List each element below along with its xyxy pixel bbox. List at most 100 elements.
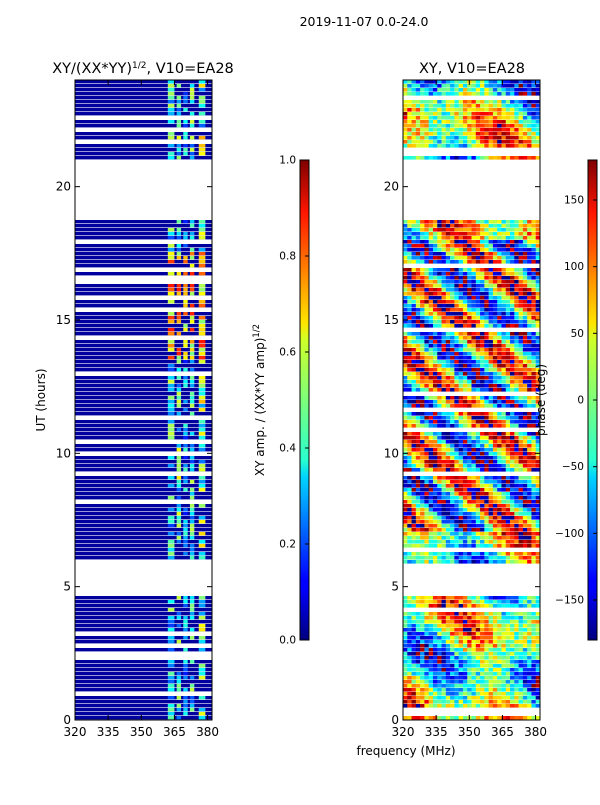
heatmap-row	[75, 424, 212, 428]
heatmap-cell	[467, 300, 472, 304]
heatmap-cell	[522, 228, 528, 232]
heatmap-cell	[420, 620, 425, 624]
heatmap-cell	[407, 220, 412, 224]
heatmap-cell	[407, 520, 412, 524]
heatmap-cell	[415, 88, 421, 92]
heatmap-cell	[531, 700, 537, 704]
heatmap-cell	[403, 636, 408, 640]
heatmap-cell	[189, 536, 195, 540]
heatmap-cell	[522, 644, 528, 648]
heatmap-cell	[480, 268, 485, 272]
heatmap-cell	[535, 524, 540, 528]
heatmap-cell	[475, 696, 481, 700]
heatmap-row	[75, 408, 212, 412]
heatmap-cell	[514, 304, 519, 308]
heatmap-cell	[535, 464, 540, 468]
heatmap-cell	[415, 396, 421, 400]
heatmap-cell	[505, 240, 511, 244]
heatmap-cell	[176, 84, 182, 88]
heatmap-cell	[527, 84, 532, 88]
heatmap-cell	[450, 304, 455, 308]
heatmap-cell	[454, 624, 459, 628]
heatmap-cell	[432, 652, 438, 656]
heatmap-cell	[441, 100, 447, 104]
heatmap-cell	[403, 256, 408, 260]
heatmap-cell	[411, 700, 417, 704]
heatmap-cell	[488, 512, 494, 516]
heatmap-cell	[505, 260, 511, 264]
heatmap-cell	[475, 88, 481, 92]
heatmap-cell	[424, 260, 429, 264]
heatmap-cell	[462, 652, 468, 656]
heatmap-cell	[458, 84, 464, 88]
heatmap-cell	[458, 136, 464, 140]
heatmap-cell	[518, 620, 524, 624]
heatmap-cell	[454, 284, 459, 288]
heatmap-cell	[176, 488, 182, 492]
heatmap-cell	[492, 688, 498, 692]
heatmap-cell	[484, 348, 489, 352]
heatmap-cell	[522, 488, 528, 492]
heatmap-cell	[505, 436, 511, 440]
heatmap-cell	[497, 604, 502, 608]
heatmap-cell	[424, 460, 429, 464]
heatmap-cell	[522, 508, 528, 512]
heatmap-cell	[480, 632, 485, 636]
heatmap-cell	[411, 440, 417, 444]
heatmap-cell	[432, 628, 438, 632]
heatmap-cell	[535, 340, 540, 344]
heatmap-cell	[415, 540, 421, 544]
heatmap-cell	[514, 624, 519, 628]
heatmap-cell	[514, 496, 519, 500]
heatmap-cell	[475, 524, 481, 528]
heatmap-cell	[450, 136, 455, 140]
heatmap-cell	[428, 672, 434, 676]
heatmap-cell	[510, 320, 515, 324]
heatmap-cell	[458, 404, 464, 408]
heatmap-cell	[411, 136, 417, 140]
heatmap-cell	[167, 660, 175, 664]
heatmap-cell	[497, 352, 502, 356]
heatmap-cell	[462, 456, 468, 460]
heatmap-cell	[522, 596, 528, 600]
heatmap-cell	[518, 364, 524, 368]
heatmap-cell	[505, 236, 511, 240]
heatmap-cell	[484, 368, 489, 372]
heatmap-cell	[167, 368, 175, 372]
heatmap-cell	[480, 532, 485, 536]
heatmap-cell	[484, 400, 489, 404]
heatmap-cell	[450, 240, 455, 244]
heatmap-cell	[484, 652, 489, 656]
heatmap-cell	[176, 256, 182, 260]
heatmap-cell	[420, 680, 425, 684]
heatmap-cell	[458, 452, 464, 456]
heatmap-cell	[437, 124, 442, 128]
heatmap-cell	[488, 696, 494, 700]
heatmap-cell	[488, 668, 494, 672]
heatmap-cell	[428, 480, 434, 484]
heatmap-cell	[467, 508, 472, 512]
heatmap-cell	[514, 644, 519, 648]
heatmap-cell	[475, 384, 481, 388]
heatmap-cell	[437, 688, 442, 692]
heatmap-cell	[415, 364, 421, 368]
heatmap-cell	[514, 552, 519, 556]
heatmap-cell	[428, 80, 434, 84]
heatmap-cell	[450, 480, 455, 484]
heatmap-cell	[403, 476, 408, 480]
heatmap-cell	[420, 268, 425, 272]
heatmap-cell	[189, 220, 195, 224]
heatmap-cell	[403, 280, 408, 284]
heatmap-cell	[462, 640, 468, 644]
heatmap-cell	[441, 692, 447, 696]
heatmap-cell	[445, 308, 451, 312]
heatmap-cell	[454, 456, 459, 460]
heatmap-cell	[424, 140, 429, 144]
heatmap-cell	[535, 648, 540, 652]
heatmap-cell	[407, 600, 412, 604]
heatmap-cell	[189, 448, 195, 452]
heatmap-cell	[424, 612, 429, 616]
heatmap-cell	[531, 252, 537, 256]
heatmap-cell	[527, 616, 532, 620]
heatmap-cell	[458, 456, 464, 460]
